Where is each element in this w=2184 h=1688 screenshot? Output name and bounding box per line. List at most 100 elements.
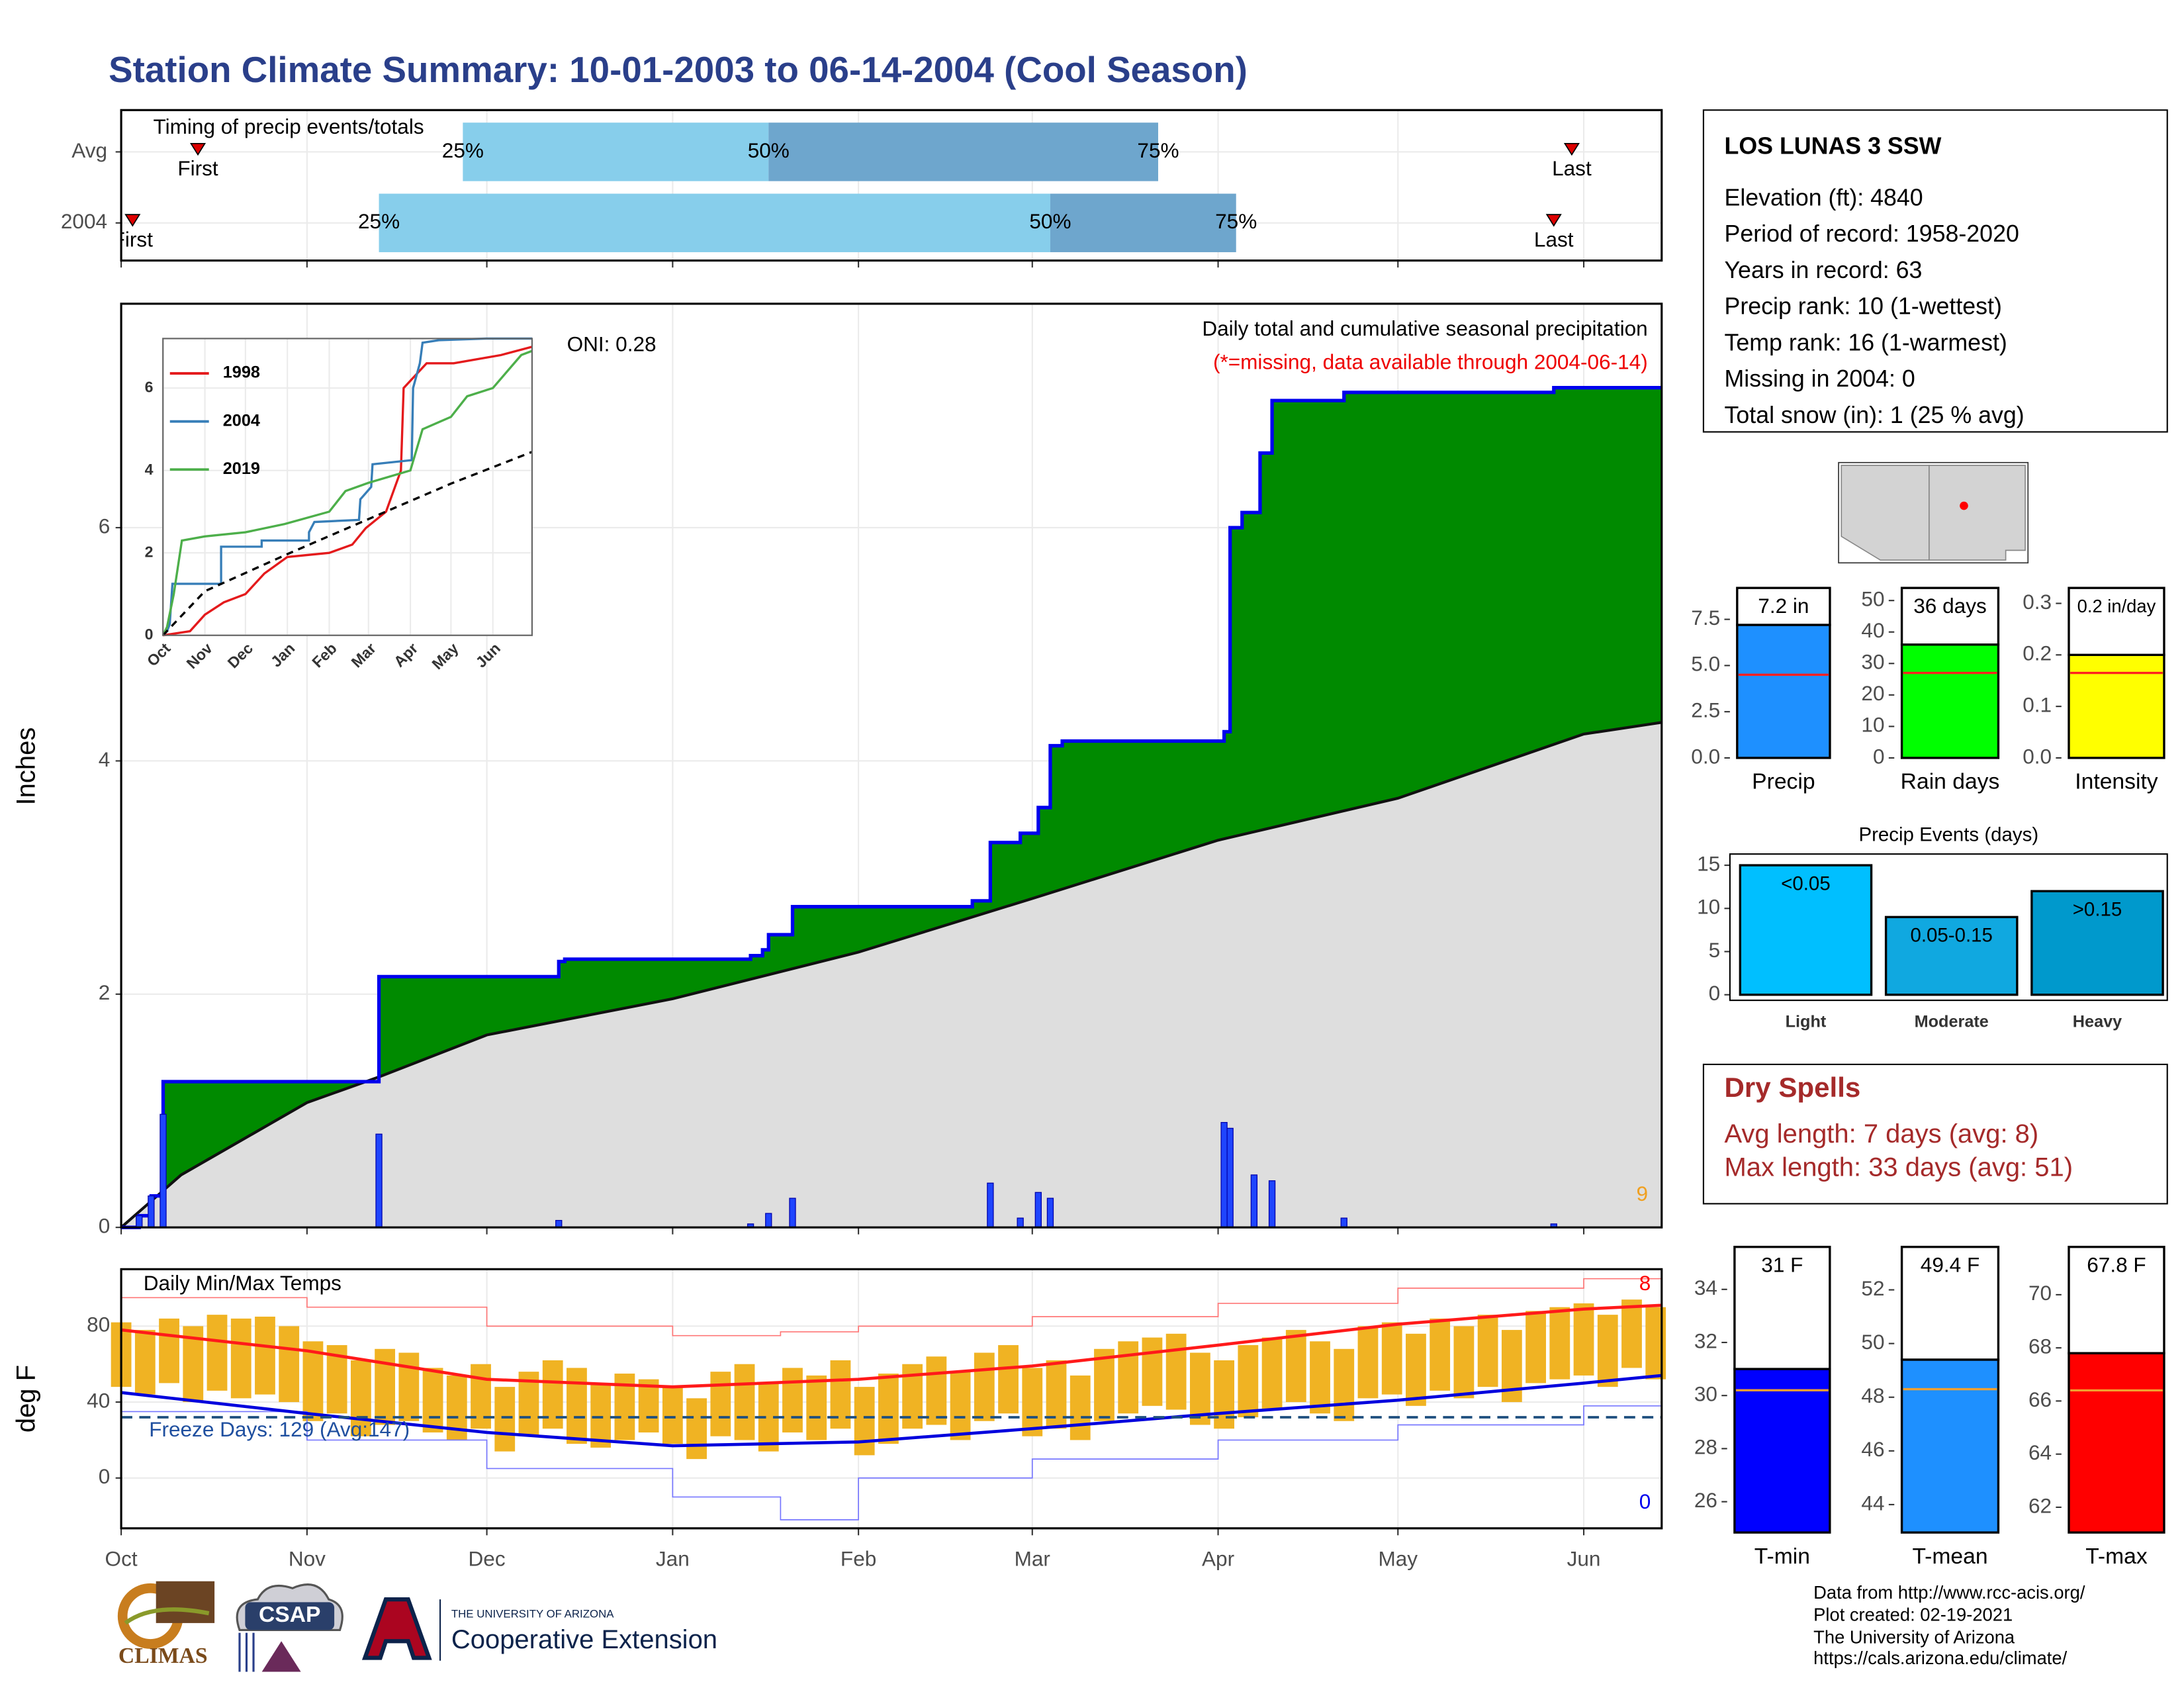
category-label: Precip xyxy=(1752,770,1815,794)
daily-bar xyxy=(1220,1121,1228,1228)
y-tick-label: 0 xyxy=(1873,744,1885,768)
bar xyxy=(1733,1368,1831,1534)
temp-range-bar xyxy=(590,1383,612,1448)
value-label: 36 days xyxy=(1913,594,1987,618)
credit-line: https://cals.arizona.edu/climate/ xyxy=(1813,1648,2067,1668)
y-tick-label: 40 xyxy=(1861,618,1884,642)
average-line xyxy=(120,721,1662,1229)
station-line: Precip rank: 10 (1-wettest) xyxy=(1724,293,2001,320)
inset-panel xyxy=(162,338,533,636)
temp-range-bar xyxy=(782,1368,803,1432)
bar xyxy=(2068,1352,2165,1534)
y-tick-label: 0.0 xyxy=(1691,744,1720,768)
page-title: Station Climate Summary: 10-01-2003 to 0… xyxy=(109,49,1248,90)
csap-logo: CSAP xyxy=(236,1583,343,1672)
panel-border xyxy=(120,109,1663,262)
record-low-line xyxy=(121,1402,1662,1521)
x-tick-label: Nov xyxy=(289,1547,326,1571)
temp-range-bar xyxy=(686,1398,707,1460)
bar xyxy=(1736,624,1831,759)
timing-marker xyxy=(1545,214,1562,227)
temp-range-bar xyxy=(1261,1337,1283,1410)
temp-range-bar xyxy=(302,1341,324,1421)
cumulative-line xyxy=(121,386,1662,1229)
station-line: Period of record: 1958-2020 xyxy=(1724,220,2019,247)
temp-range-bar xyxy=(710,1372,731,1436)
temp-range-bar xyxy=(1381,1322,1402,1395)
y-tick-label: 2 xyxy=(99,980,111,1004)
bar-label: 0.05-0.15 xyxy=(1910,925,1992,947)
temp-range-bar xyxy=(1165,1333,1187,1410)
chart-subtitle: (*=missing, data available through 2004-… xyxy=(1213,350,1648,374)
station-box xyxy=(1702,109,2168,433)
station-line: Missing in 2004: 0 xyxy=(1724,365,1915,392)
temp-range-bar xyxy=(422,1368,443,1432)
timing-marker-label: Last xyxy=(1552,156,1592,180)
value-label-box xyxy=(2068,586,2165,657)
temp-range-bar xyxy=(1357,1326,1379,1399)
chart-title: Precip Events (days) xyxy=(1858,824,2038,846)
legend-label: 1998 xyxy=(223,363,260,382)
value-label: 31 F xyxy=(1761,1252,1803,1276)
category-label: T-max xyxy=(2085,1544,2148,1569)
station-name: LOS LUNAS 3 SSW xyxy=(1724,133,1941,160)
y-tick-label: 10 xyxy=(1861,713,1884,737)
timing-clip: 25% 50% 75% First Last 25% 50% 75% First Last Timi… xyxy=(113,115,1662,252)
temp-range-bar xyxy=(567,1368,587,1444)
temp-range-bar xyxy=(1189,1352,1210,1425)
timing-marker-label: Last xyxy=(1534,227,1574,251)
x-tick-label: Apr xyxy=(1202,1547,1234,1571)
y-tick-label: 4 xyxy=(145,461,154,478)
dry-spells-box xyxy=(1702,1063,2168,1205)
bar xyxy=(1900,1358,2000,1534)
category-label: T-mean xyxy=(1912,1544,1987,1569)
daily-bar xyxy=(765,1213,772,1228)
credit-line: Plot created: 02-19-2021 xyxy=(1813,1605,2013,1625)
daily-bar xyxy=(148,1195,155,1228)
x-tick-label: Jun xyxy=(1567,1547,1601,1571)
legend-label: 2004 xyxy=(223,411,260,430)
value-label-box xyxy=(2068,1245,2165,1354)
y-tick-label: 64 xyxy=(2028,1440,2052,1464)
bar-label: >0.15 xyxy=(2073,898,2122,920)
daily-bar xyxy=(1034,1192,1042,1228)
temp-range-bar xyxy=(1621,1299,1642,1368)
chart-title: Daily total and cumulative seasonal prec… xyxy=(1202,316,1647,340)
series-line xyxy=(161,350,533,636)
quantile-label: 25% xyxy=(442,138,484,162)
temp-range-bar xyxy=(255,1317,275,1395)
credit-line: Data from http://www.rcc-acis.org/ xyxy=(1813,1582,2085,1603)
temp-range-bar xyxy=(854,1387,875,1456)
quantile-label: 50% xyxy=(1029,209,1071,233)
daily-bar xyxy=(987,1182,994,1228)
timing-marker-label: First xyxy=(113,227,154,251)
y-tick-label: 46 xyxy=(1861,1437,1884,1461)
temp-range-bar xyxy=(974,1352,995,1421)
y-tick-label: 50 xyxy=(1861,1330,1884,1354)
y-tick-label: 4 xyxy=(99,747,111,771)
y-tick-label: 32 xyxy=(1694,1329,1717,1352)
y-tick-label: 7.5 xyxy=(1691,606,1720,630)
climas-text: CLIMAS xyxy=(118,1644,208,1668)
temp-range-bar xyxy=(1549,1307,1570,1380)
temp-range-bar xyxy=(998,1345,1019,1414)
y-tick-label: 2 xyxy=(145,543,154,560)
y-tick-label: 40 xyxy=(87,1388,110,1412)
daily-bar xyxy=(555,1219,563,1228)
temp-range-bar xyxy=(1477,1315,1498,1387)
y-tick-label: 44 xyxy=(1861,1491,1884,1515)
series-line xyxy=(162,337,532,636)
y-tick-label: 2.5 xyxy=(1691,698,1720,722)
y-tick-label: 20 xyxy=(1861,681,1884,705)
bar xyxy=(1739,864,1873,996)
category-label: Heavy xyxy=(2073,1012,2122,1031)
y-tick-label: 28 xyxy=(1694,1435,1717,1459)
temp-range-bar xyxy=(1118,1341,1139,1414)
credit-line: The University of Arizona xyxy=(1813,1626,2015,1647)
range-bar xyxy=(768,122,1158,181)
y-tick-label: 0 xyxy=(99,1214,111,1238)
temp-range-bar xyxy=(471,1364,491,1429)
daily-bar xyxy=(159,1113,167,1228)
temp-range-bar xyxy=(206,1315,228,1391)
normal-min-line xyxy=(120,1374,1662,1448)
